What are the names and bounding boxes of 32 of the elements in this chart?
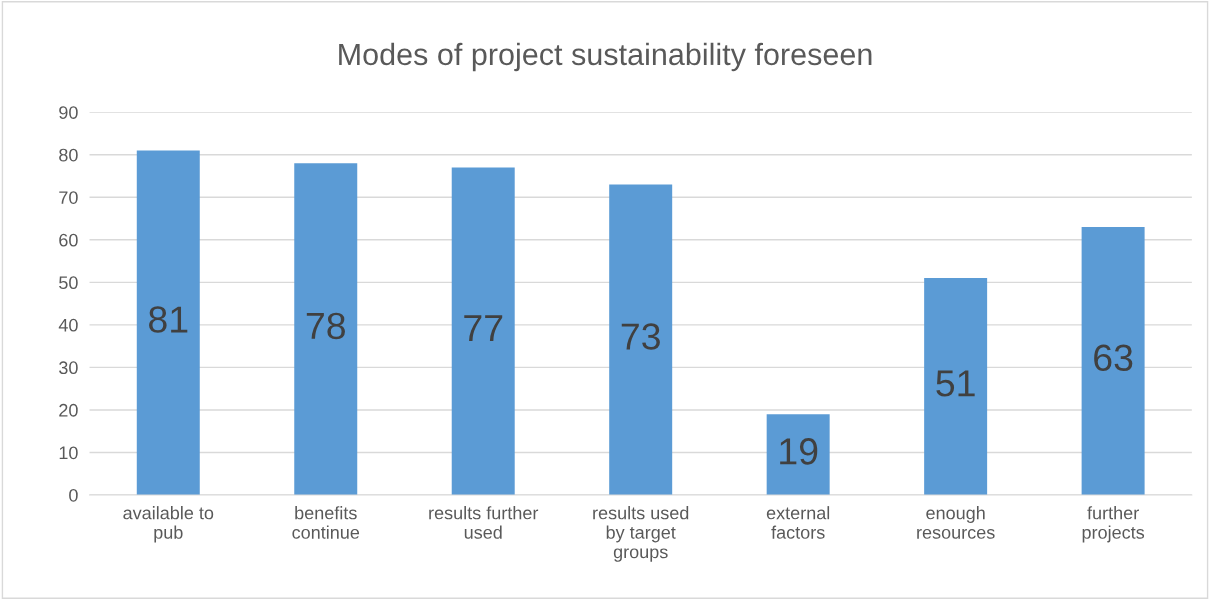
x-tick-label: external factors	[766, 506, 830, 539]
y-tick-label: 50	[59, 276, 78, 290]
data-label: 77	[464, 315, 503, 341]
x-tick-label: enough resources	[917, 506, 995, 539]
y-tick-label: 80	[59, 148, 78, 162]
x-tick-label: results further used	[429, 506, 539, 539]
x-tick-label: results used by target groups	[593, 506, 689, 562]
data-label: 19	[780, 438, 818, 465]
y-tick-label: 20	[59, 403, 78, 417]
x-tick-label: benefits continue	[292, 506, 360, 539]
y-tick-label: 10	[59, 446, 78, 460]
bar	[1081, 227, 1145, 495]
x-tick-label: available to pub	[123, 506, 214, 543]
y-tick-label: 60	[59, 233, 78, 247]
bar	[609, 184, 673, 495]
data-label: 51	[936, 370, 975, 397]
bar	[451, 167, 515, 495]
y-tick-label: 30	[59, 361, 78, 375]
y-tick-label: 0	[69, 488, 78, 502]
data-label: 78	[306, 312, 345, 340]
chart-title: Modes of project sustainability foreseen	[339, 42, 872, 72]
data-label: 63	[1094, 344, 1133, 372]
data-label: 81	[149, 306, 188, 333]
y-tick-label: 70	[59, 191, 78, 204]
bar	[924, 278, 988, 495]
y-tick-label: 40	[58, 318, 78, 332]
x-tick-label: further projects	[1082, 506, 1145, 543]
bar	[136, 150, 200, 495]
y-tick-label: 90	[59, 106, 78, 119]
bar	[766, 414, 830, 495]
data-label: 73	[621, 323, 660, 350]
bar	[294, 163, 358, 495]
